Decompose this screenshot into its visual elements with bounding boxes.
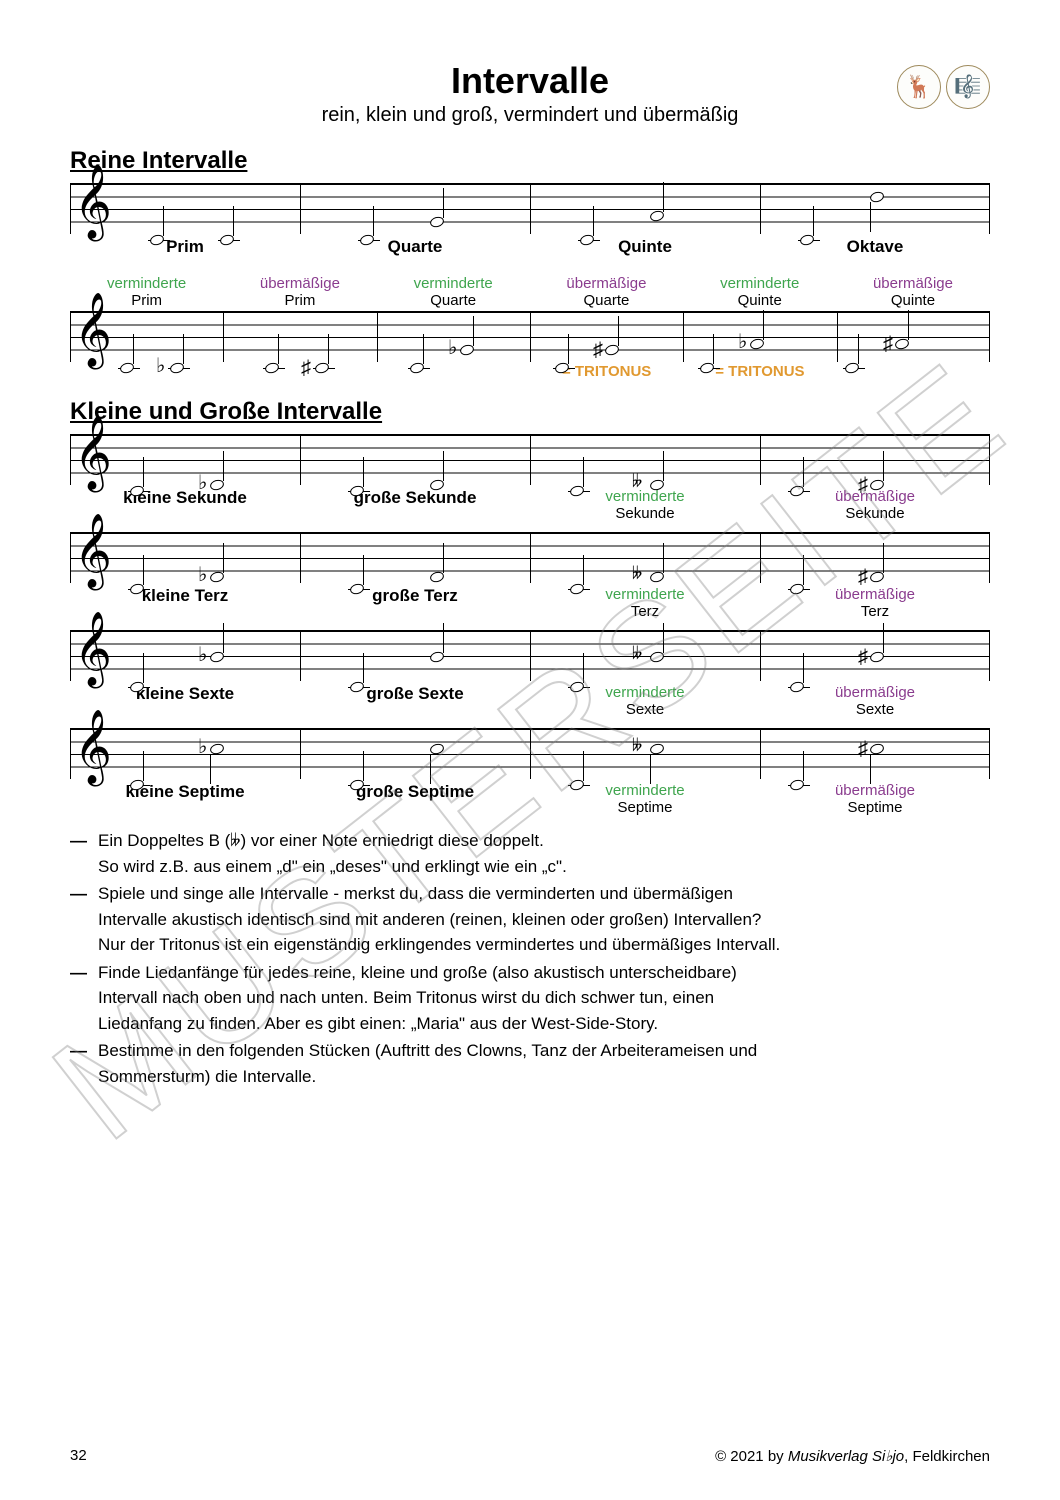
section-kg-title: Kleine und Große Intervalle [70,398,990,426]
staff-reine-mod: vermindertePrim übermäßigePrim verminder… [70,275,990,380]
staff-lines: 𝄞 ♭ 𝄫 ♯ [70,532,990,582]
label-quinte3: Quinte [891,292,935,309]
label-sek: Sekunde [615,505,674,522]
tritonus-label-1: = TRITONUS [530,363,683,380]
label-verm3: verminderte [720,275,799,292]
label-verm-terz: verminderte [605,586,684,603]
body-p4b: Sommersturm) die Intervalle. [98,1067,316,1086]
treble-clef-icon: 𝄞 [74,715,112,779]
label-gr-sept: große Septime [300,782,530,816]
label-verm-sept: verminderte [605,782,684,799]
mod-top-labels: vermindertePrim übermäßigePrim verminder… [70,275,990,309]
staff-lines: 𝄞 ♭ 𝄫 ♯ [70,728,990,778]
body-p2c: Nur der Tritonus ist ein eigenständig er… [98,935,780,954]
label-ueberm: übermäßige [260,275,340,292]
label-sept: Septime [617,799,672,816]
body-p1b: So wird z.B. aus einem „d" ein „deses" u… [98,857,567,876]
label-terz: Terz [631,603,659,620]
label-terz2: Terz [861,603,889,620]
label-prim2: Prim [131,292,162,309]
label-verm2: verminderte [414,275,493,292]
label-quarte2: Quarte [430,292,476,309]
label-sept2: Septime [847,799,902,816]
copyright: © 2021 by Musikverlag Si♭jo, Feldkirchen [715,1447,990,1465]
copyright-prefix: © 2021 by [715,1448,788,1465]
label-sek2: Sekunde [845,505,904,522]
label-gr-sek: große Sekunde [300,488,530,522]
treble-clef-icon: 𝄞 [74,519,112,583]
staff-lines: 𝄞 ♭ 𝄫 ♯ [70,630,990,680]
label-ueberm-sexte: übermäßige [835,684,915,701]
sexte-labels: kleine Sexte große Sexte verminderteSext… [70,684,990,718]
treble-clef-icon: 𝄞 [74,421,112,485]
label-oktave: Oktave [760,237,990,257]
staff-terz: 𝄞 ♭ 𝄫 ♯ kleine Terz große Terz verminder… [70,532,990,620]
staff-sexte: 𝄞 ♭ 𝄫 ♯ kleine Sexte große Sexte vermind… [70,630,990,718]
body-p3b: Intervall nach oben und nach unten. Beim… [98,988,714,1007]
body-p2b: Intervalle akustisch identisch sind mit … [98,910,761,929]
staff-reine: 𝄞 Prim Quarte Quinte Oktave [70,183,990,257]
label-prim3: Prim [284,292,315,309]
label-sexte: Sexte [626,701,664,718]
body-p2a: Spiele und singe alle Intervalle - merks… [98,884,733,903]
treble-clef-icon: 𝄞 [74,617,112,681]
label-verm: verminderte [107,275,186,292]
section-reine-title: Reine Intervalle [70,147,990,175]
label-gr-terz: große Terz [300,586,530,620]
staff-lines: 𝄞 ♭ ♯ ♭ ♯ ♭ ♯ [70,311,990,361]
label-ueberm-sek: übermäßige [835,488,915,505]
body-text: —Ein Doppeltes B (𝄫) vor einer Note erni… [70,828,990,1089]
page-header: Intervalle rein, klein und groß, vermind… [70,60,990,127]
label-quinte2: Quinte [738,292,782,309]
label-prim: Prim [70,237,300,257]
label-ueberm-sept: übermäßige [835,782,915,799]
page-number: 32 [70,1447,87,1465]
staff-lines: 𝄞 [70,183,990,233]
staff-sekunde: 𝄞 ♭ 𝄫 ♯ kleine Sekunde große Sekunde ver… [70,434,990,522]
header-icons: 🦌 🎼 [897,65,990,109]
deer-icon: 🦌 [897,65,941,109]
label-sexte2: Sexte [856,701,894,718]
label-quinte: Quinte [530,237,760,257]
label-ueberm-terz: übermäßige [835,586,915,603]
body-p1a: Ein Doppeltes B (𝄫) vor einer Note ernie… [98,831,544,850]
label-verm-sexte: verminderte [605,684,684,701]
copyright-publisher: Musikverlag Si♭jo [788,1448,904,1465]
label-kl-sept: kleine Septime [70,782,300,816]
body-p4a: Bestimme in den folgenden Stücken (Auftr… [98,1041,757,1060]
label-gr-sexte: große Sexte [300,684,530,718]
terz-labels: kleine Terz große Terz verminderteTerz ü… [70,586,990,620]
label-verm-sek: verminderte [605,488,684,505]
staff-icon: 🎼 [946,65,990,109]
sekunde-labels: kleine Sekunde große Sekunde verminderte… [70,488,990,522]
body-p3c: Liedanfang zu finden. Aber es gibt einen… [98,1014,658,1033]
page-subtitle: rein, klein und groß, vermindert und übe… [70,104,990,127]
treble-clef-icon: 𝄞 [74,170,112,234]
copyright-suffix: , Feldkirchen [904,1448,990,1465]
staff-lines: 𝄞 ♭ 𝄫 ♯ [70,434,990,484]
page-title: Intervalle [70,60,990,102]
label-ueberm2: übermäßige [566,275,646,292]
treble-clef-icon: 𝄞 [74,298,112,362]
label-quarte3: Quarte [584,292,630,309]
body-p3a: Finde Liedanfänge für jedes reine, klein… [98,963,737,982]
septime-labels: kleine Septime große Septime verminderte… [70,782,990,816]
reine-labels-row: Prim Quarte Quinte Oktave [70,237,990,257]
page-footer: 32 © 2021 by Musikverlag Si♭jo, Feldkirc… [70,1447,990,1465]
label-quarte: Quarte [300,237,530,257]
label-ueberm3: übermäßige [873,275,953,292]
staff-septime: 𝄞 ♭ 𝄫 ♯ kleine Septime große Septime ver… [70,728,990,816]
